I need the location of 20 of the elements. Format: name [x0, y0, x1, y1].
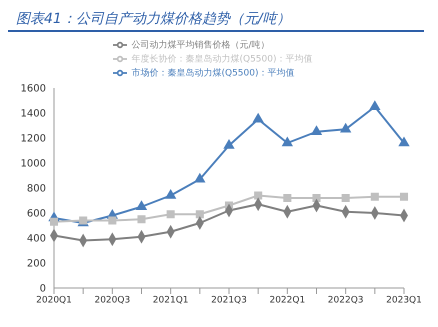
- legend-label: 年度长协价：秦皇岛动力煤(Q5500)：平均值: [131, 54, 312, 64]
- y-tick-label: 0: [40, 284, 46, 295]
- x-tick-label: 2021Q1: [152, 295, 189, 306]
- chart-title: 图表41：公司自产动力煤价格趋势（元/吨）: [8, 8, 424, 32]
- y-tick-label: 200: [26, 258, 46, 270]
- y-tick-label: 400: [26, 234, 46, 245]
- x-tick-label: 2022Q3: [328, 295, 364, 306]
- x-tick-label: 2022Q1: [269, 295, 306, 306]
- x-tick-label: 2020Q1: [36, 295, 72, 306]
- x-tick-label: 2020Q3: [94, 295, 130, 306]
- y-tick-label: 800: [26, 184, 46, 195]
- y-tick-label: 1600: [20, 84, 46, 95]
- legend-label: 公司动力煤平均销售价格（元/吨）: [131, 40, 270, 50]
- y-tick-label: 600: [26, 208, 46, 220]
- x-tick-label: 2023Q1: [386, 295, 422, 306]
- y-tick-label: 1400: [20, 108, 46, 120]
- legend-label: 市场价：秦皇岛动力煤(Q5500)：平均值: [131, 68, 294, 78]
- y-tick-label: 1000: [20, 158, 46, 170]
- y-tick-label: 1200: [20, 134, 46, 145]
- x-tick-label: 2021Q3: [211, 295, 247, 306]
